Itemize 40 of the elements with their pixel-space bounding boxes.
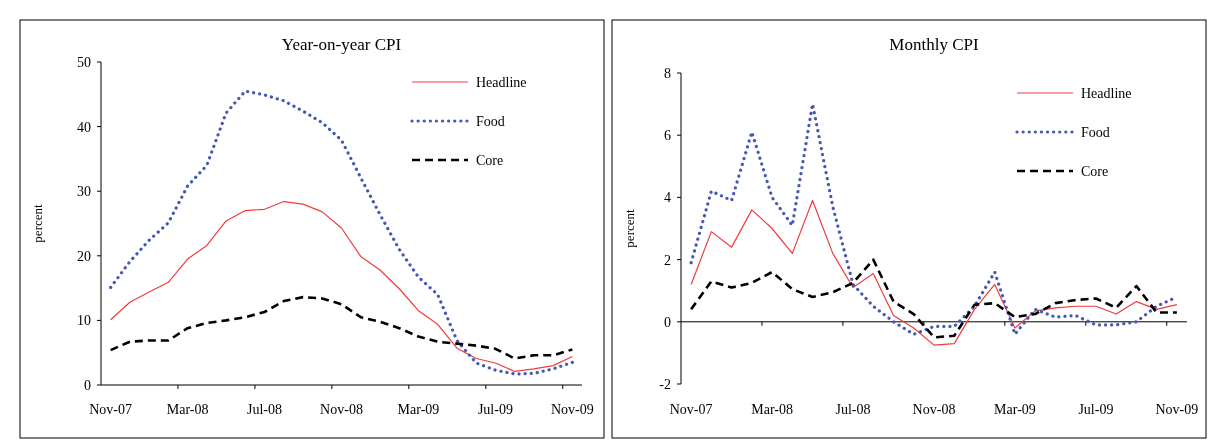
legend-label: Food (1081, 125, 1110, 140)
y-axis-title: percent (30, 203, 45, 243)
x-tick-label: Nov-09 (1155, 402, 1199, 417)
chart-title: Year-on-year CPI (281, 35, 402, 54)
y-tick-label: 10 (77, 313, 91, 329)
x-tick-label: Nov-07 (669, 402, 713, 417)
x-tick-label: Mar-09 (397, 402, 440, 417)
y-tick-label: 30 (77, 184, 91, 200)
y-tick-label: 20 (77, 248, 91, 264)
x-tick-label: Jul-09 (477, 402, 513, 417)
y-tick-label: -2 (659, 377, 671, 392)
legend-label: Headline (476, 75, 527, 90)
y-tick-label: 2 (664, 252, 671, 268)
x-tick-label: Jul-09 (1078, 402, 1114, 417)
y-tick-label: 50 (77, 55, 91, 70)
x-tick-label: Jul-08 (247, 402, 283, 417)
x-tick-label: Nov-09 (550, 402, 594, 417)
chart-title: Monthly CPI (889, 35, 979, 54)
legend-label: Core (476, 153, 504, 168)
x-tick-label: Nov-08 (912, 402, 956, 417)
y-tick-label: 40 (77, 119, 91, 135)
legend-label: Food (476, 114, 505, 129)
y-axis-title: percent (622, 208, 637, 248)
line-series (690, 199, 1178, 346)
y-tick-label: 6 (664, 128, 671, 144)
x-tick-label: Mar-08 (751, 402, 793, 417)
y-tick-label: 0 (84, 378, 91, 393)
y-tick-label: 8 (664, 66, 671, 81)
y-tick-label: 4 (664, 190, 671, 206)
legend-label: Core (1081, 164, 1109, 179)
x-tick-label: Nov-08 (320, 402, 363, 417)
x-tick-label: Mar-08 (166, 402, 209, 417)
line-series (109, 295, 574, 360)
y-tick-label: 0 (664, 314, 671, 330)
x-tick-label: Nov-07 (89, 402, 133, 417)
line-series (110, 200, 573, 373)
line-series (109, 89, 574, 376)
legend-label: Headline (1081, 86, 1132, 101)
x-tick-label: Jul-08 (835, 402, 871, 417)
x-tick-label: Mar-09 (994, 402, 1036, 417)
